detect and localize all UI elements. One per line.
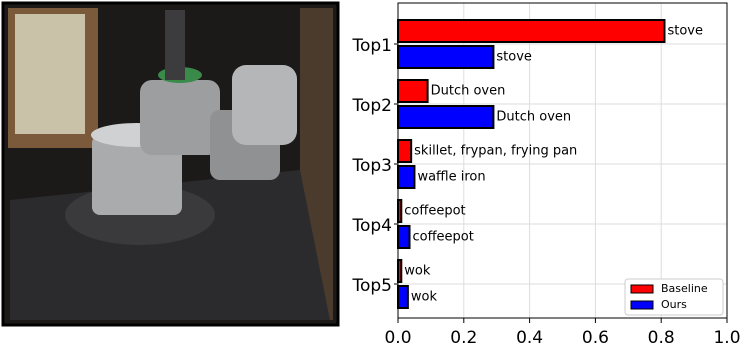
bar-label: Dutch oven [431, 84, 506, 99]
bar [397, 19, 666, 43]
legend-swatch [630, 300, 654, 310]
photo [1, 1, 340, 327]
bar-label: skillet, frypan, frying pan [414, 144, 577, 159]
bar-label: coffeepot [413, 230, 474, 245]
bar-label: waffle iron [417, 170, 485, 185]
x-tick-label: 0.6 [582, 328, 609, 348]
bar-label: wok [411, 290, 438, 305]
bar [397, 165, 416, 189]
legend-label: Ours [661, 298, 687, 311]
y-tick-label: Top5 [351, 276, 392, 296]
y-tick-label: Top2 [351, 96, 392, 116]
bar [397, 45, 495, 69]
x-tick-label: 0.8 [648, 328, 675, 348]
bar [397, 105, 495, 129]
plot-frame [397, 2, 728, 319]
x-tick-label: 0.2 [450, 328, 477, 348]
x-tick-label: 0.4 [516, 328, 543, 348]
legend-swatch [630, 284, 654, 294]
x-tick-label: 1.0 [713, 328, 740, 348]
x-tick-label: 0.0 [384, 328, 411, 348]
bar [397, 285, 409, 309]
bar-label: stove [667, 24, 703, 39]
bar-label: coffeepot [404, 204, 465, 219]
bar-label: Dutch oven [496, 110, 571, 125]
bar-label: stove [496, 50, 532, 65]
bar-label: wok [404, 264, 431, 279]
y-tick-label: Top4 [351, 216, 392, 236]
bar [397, 79, 429, 103]
legend-label: Baseline [661, 282, 708, 295]
y-tick-label: Top3 [351, 156, 392, 176]
bar [397, 225, 411, 249]
y-tick-label: Top1 [351, 36, 392, 56]
bar [397, 139, 413, 163]
